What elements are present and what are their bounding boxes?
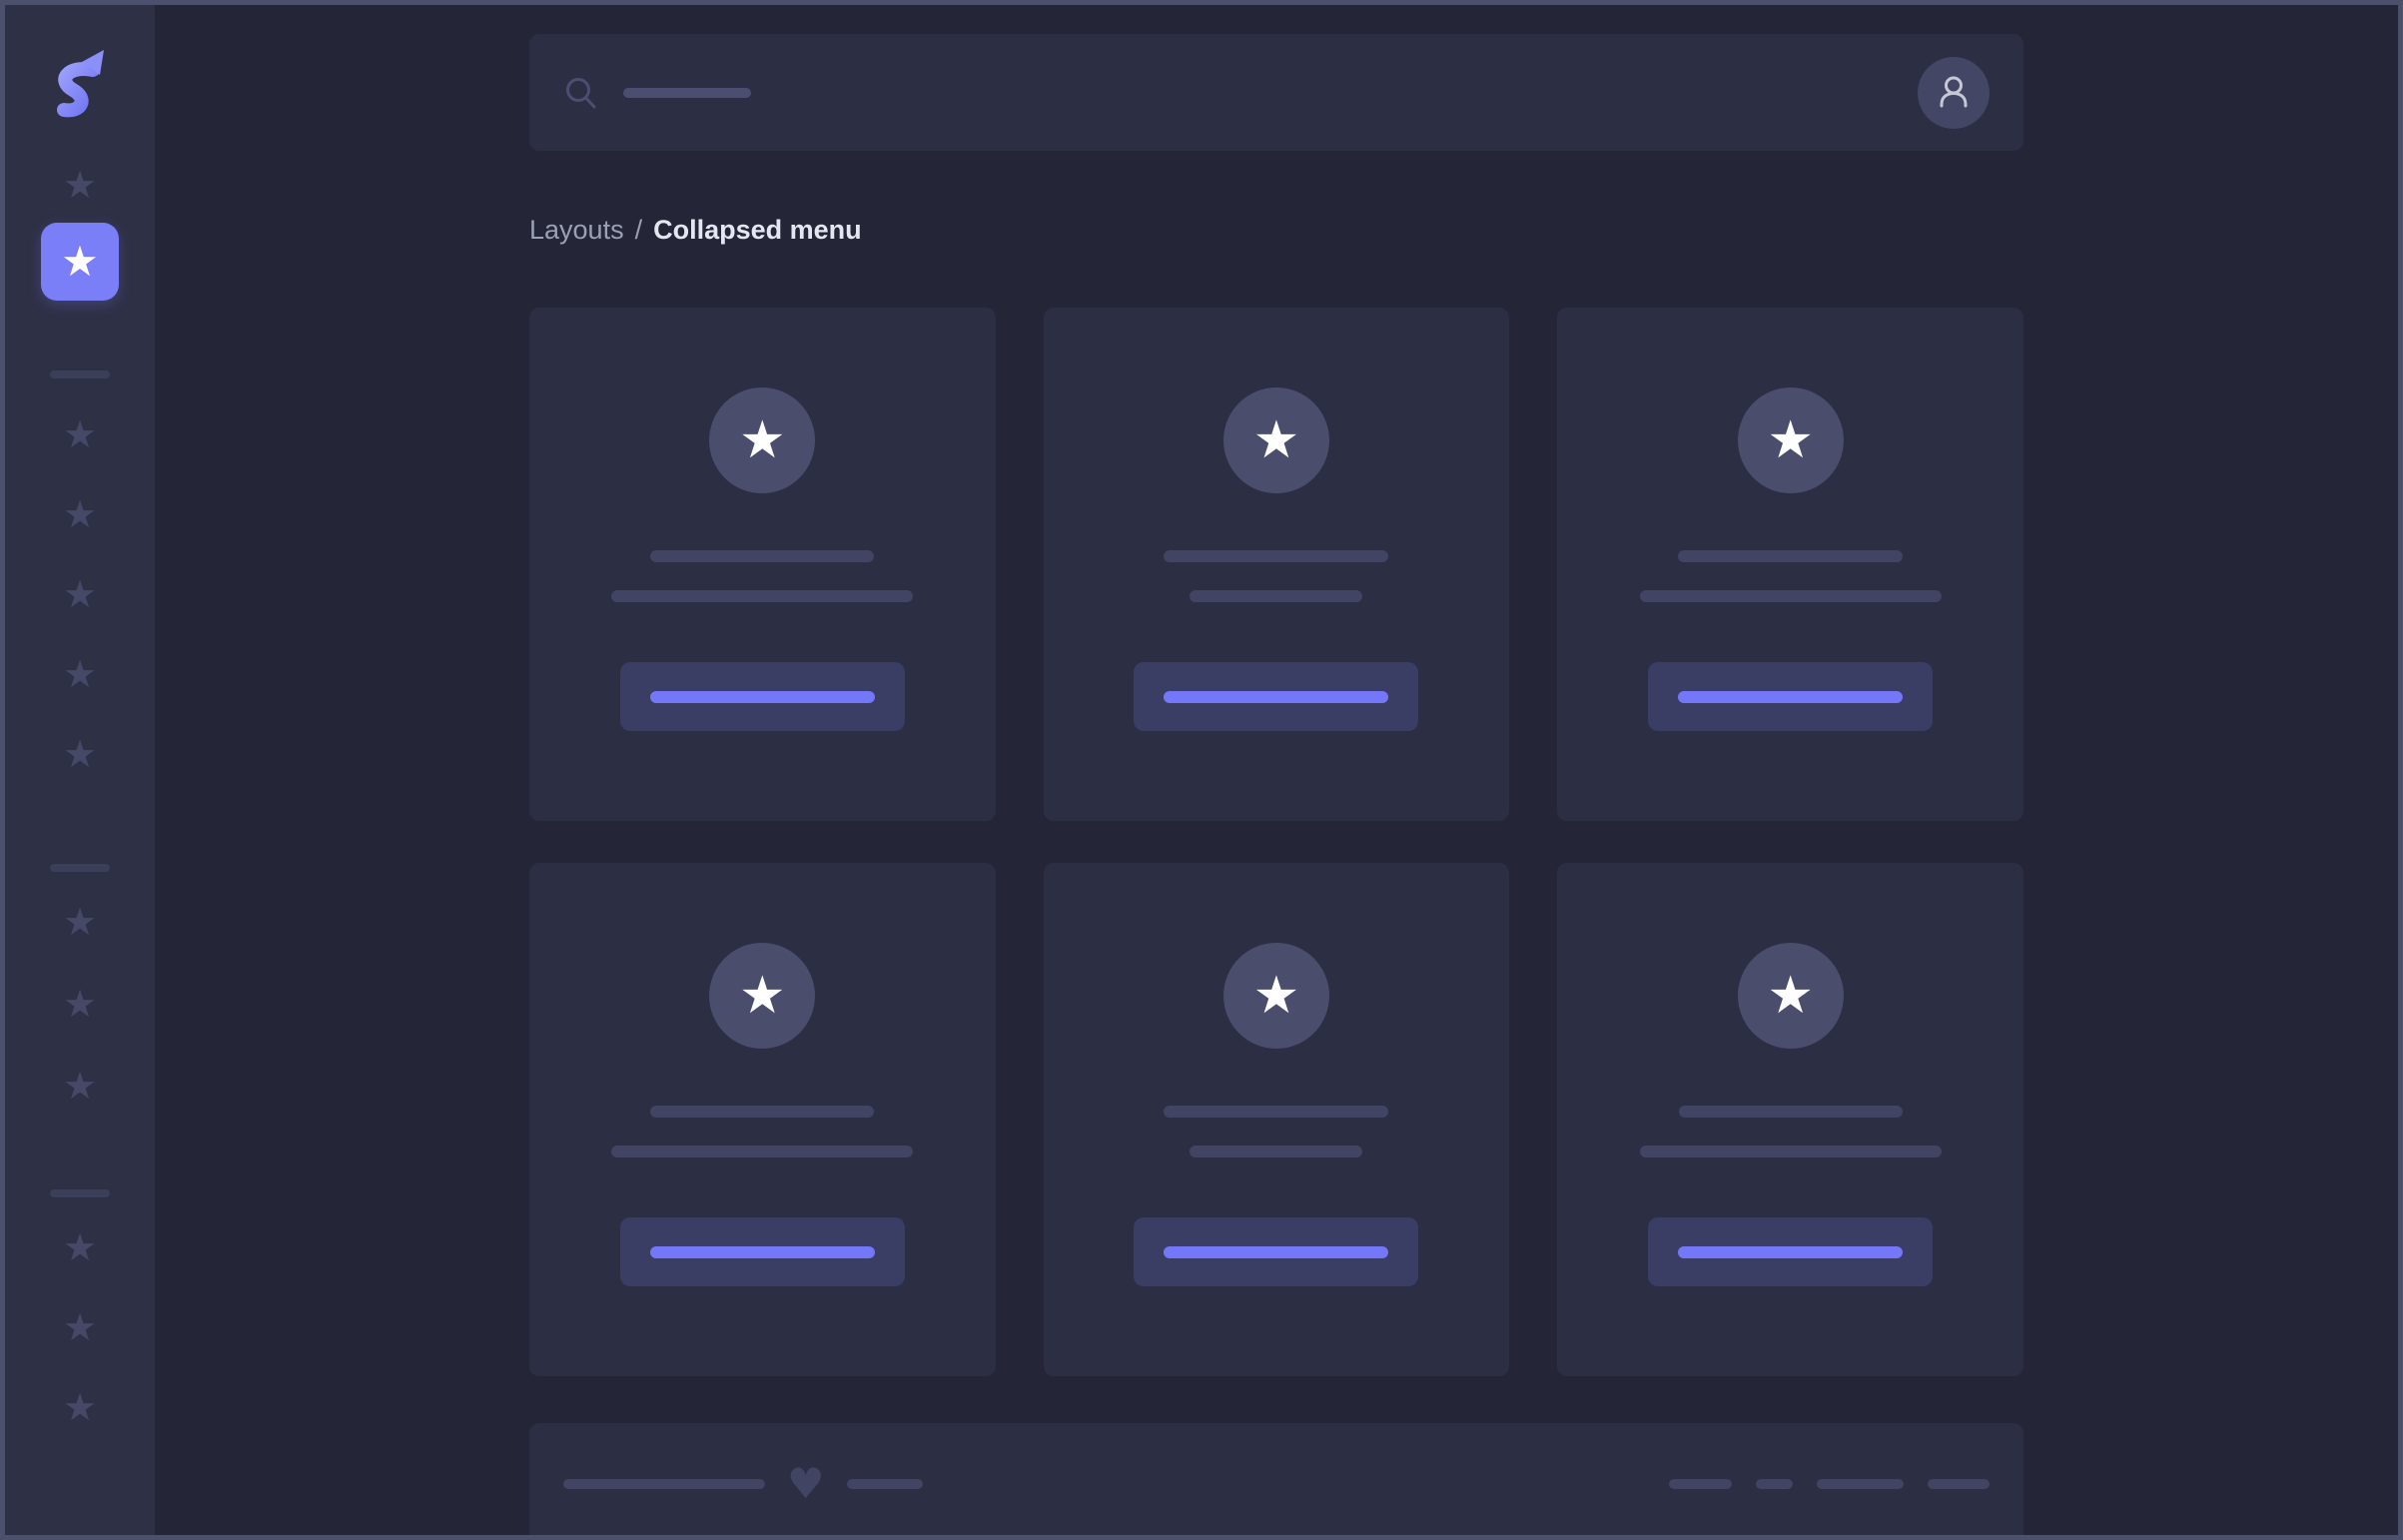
button-label-line (1678, 1245, 1904, 1258)
skeleton-line (1639, 590, 1942, 602)
skeleton-line (563, 1479, 765, 1489)
skeleton-pill (1669, 1479, 1732, 1489)
sidebar-item[interactable]: ★ (57, 1227, 103, 1267)
footer-content: ♥ (563, 1423, 1990, 1508)
main-area: Layouts / Collapsed menu ★ (155, 5, 2398, 1535)
sidebar-item[interactable]: ★ (57, 1066, 103, 1106)
star-icon: ★ (62, 1225, 98, 1269)
skeleton-line (1164, 1106, 1389, 1118)
card: ★ (1043, 863, 1510, 1376)
card: ★ (1557, 308, 2023, 821)
sidebar: ★ ★ ★ ★ ★ ★ ★ ★ ★ ★ (5, 5, 155, 1535)
sidebar-divider (50, 371, 110, 379)
card-avatar-circle: ★ (709, 387, 816, 493)
sidebar-item[interactable]: ★ (57, 165, 103, 205)
skeleton-line (1164, 550, 1389, 562)
search-icon (566, 77, 596, 108)
star-icon: ★ (62, 492, 98, 536)
search-input[interactable] (563, 75, 1918, 111)
top-search-bar (529, 34, 2023, 151)
card-avatar-circle: ★ (1222, 387, 1329, 493)
star-icon: ★ (1252, 410, 1300, 470)
card: ★ (1043, 308, 1510, 821)
user-avatar-button[interactable] (1918, 56, 1990, 129)
card-avatar-circle: ★ (1737, 943, 1844, 1049)
search-placeholder-line (623, 87, 751, 98)
sidebar-item[interactable]: ★ (57, 734, 103, 774)
card-avatar-circle: ★ (709, 943, 816, 1049)
star-icon: ★ (1252, 966, 1300, 1026)
star-icon: ★ (62, 1385, 98, 1429)
sidebar-item[interactable]: ★ (57, 414, 103, 454)
card-button[interactable] (1648, 662, 1934, 731)
button-label-line (1164, 690, 1389, 703)
star-icon: ★ (62, 572, 98, 616)
card-button[interactable] (619, 662, 905, 731)
star-icon: ★ (62, 1305, 98, 1349)
card-button[interactable] (1134, 1217, 1419, 1286)
skeleton-pill (1928, 1479, 1990, 1489)
sidebar-item[interactable]: ★ (57, 654, 103, 694)
breadcrumb-current: Collapsed menu (653, 215, 862, 245)
card-avatar-circle: ★ (1222, 943, 1329, 1049)
skeleton-line (1190, 590, 1363, 602)
footer-pills (1669, 1479, 1990, 1489)
content-column: Layouts / Collapsed menu ★ (529, 34, 2023, 1535)
star-icon: ★ (62, 652, 98, 696)
sidebar-divider (50, 864, 110, 872)
button-label-line (1678, 690, 1904, 703)
card: ★ (529, 308, 996, 821)
star-icon: ★ (62, 982, 98, 1026)
button-label-line (649, 1245, 875, 1258)
star-icon: ★ (62, 1064, 98, 1108)
breadcrumb-link-layouts[interactable]: Layouts (529, 215, 624, 245)
sidebar-item-active[interactable]: ★ (41, 223, 119, 301)
person-icon (1940, 76, 1968, 107)
sidebar-item[interactable]: ★ (57, 494, 103, 534)
skeleton-line (650, 550, 875, 562)
skeleton-line (611, 1146, 914, 1157)
card-button[interactable] (1648, 1217, 1934, 1286)
star-icon: ★ (62, 412, 98, 456)
star-icon: ★ (61, 237, 99, 286)
skeleton-line (611, 590, 914, 602)
skeleton-line (1678, 550, 1904, 562)
card: ★ (529, 863, 996, 1376)
star-icon: ★ (1767, 966, 1814, 1026)
sidebar-divider (50, 1189, 110, 1197)
card: ★ (1557, 863, 2023, 1376)
star-icon: ★ (739, 410, 786, 470)
heart-icon: ♥ (787, 1459, 825, 1508)
sidebar-item[interactable]: ★ (57, 902, 103, 942)
card-button[interactable] (619, 1217, 905, 1286)
skeleton-line (650, 1106, 875, 1118)
sidebar-item[interactable]: ★ (57, 984, 103, 1024)
star-icon: ★ (739, 966, 786, 1026)
star-icon: ★ (62, 163, 98, 207)
sidebar-item[interactable]: ★ (57, 574, 103, 614)
breadcrumb-separator: / (634, 215, 643, 245)
card-button[interactable] (1134, 662, 1419, 731)
skeleton-line (1678, 1106, 1903, 1118)
star-icon: ★ (1767, 410, 1814, 470)
skeleton-pill (1817, 1479, 1904, 1489)
button-label-line (1164, 1245, 1389, 1258)
skeleton-line (1190, 1146, 1363, 1157)
footer-card: ♥ (529, 1423, 2023, 1535)
app-logo-icon[interactable] (51, 47, 109, 125)
star-icon: ★ (62, 732, 98, 776)
breadcrumb: Layouts / Collapsed menu (529, 215, 2023, 246)
skeleton-line (846, 1479, 923, 1489)
skeleton-line (1639, 1146, 1942, 1157)
sidebar-item[interactable]: ★ (57, 1307, 103, 1347)
sidebar-item[interactable]: ★ (57, 1387, 103, 1427)
button-label-line (649, 690, 875, 703)
star-icon: ★ (62, 900, 98, 944)
card-avatar-circle: ★ (1737, 387, 1844, 493)
card-grid: ★ ★ (529, 308, 2023, 1376)
skeleton-pill (1756, 1479, 1793, 1489)
